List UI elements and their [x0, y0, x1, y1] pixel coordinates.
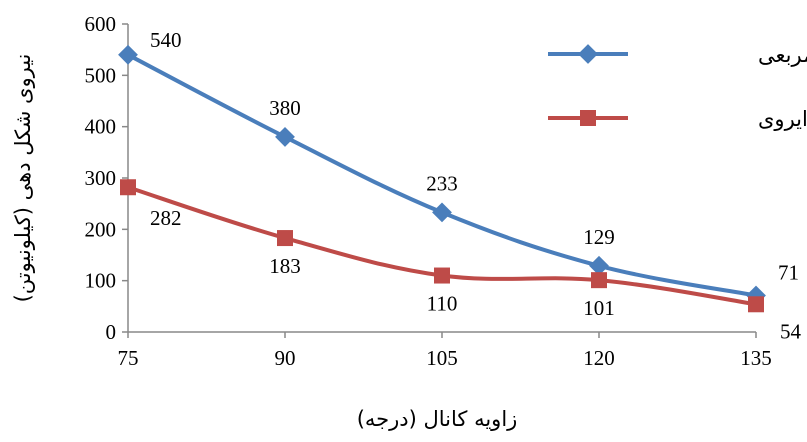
x-tick-label: 90 [275, 346, 296, 370]
series-layer [118, 44, 766, 313]
y-tick-label: 0 [106, 320, 117, 344]
data-label: 282 [150, 206, 182, 230]
data-label: 540 [150, 28, 182, 52]
data-label: 183 [269, 254, 301, 278]
data-point-square [434, 267, 450, 284]
data-point-diamond [432, 202, 452, 223]
y-tick-label: 500 [85, 63, 117, 87]
y-tick-label: 400 [85, 115, 117, 139]
data-point-square [277, 230, 293, 247]
data-point-diamond [118, 44, 138, 65]
data-label: 71 [778, 261, 799, 285]
data-label: 54 [780, 319, 802, 343]
x-tick-label: 120 [583, 346, 615, 370]
y-axis-title: نیروی شکل دهی (کیلونیوتن) [11, 54, 35, 303]
data-label: 110 [427, 292, 458, 316]
axes: 0 100 200 300 400 500 600 75 90 105 120 135 [85, 12, 772, 370]
y-tick-label: 600 [85, 12, 117, 36]
x-tick-label: 105 [426, 346, 458, 370]
legend-marker-square [580, 110, 596, 126]
data-point-diamond [589, 255, 609, 276]
data-label: 129 [583, 225, 615, 249]
x-tick-label: 135 [740, 346, 772, 370]
x-tick-label: 75 [118, 346, 139, 370]
data-point-square [120, 179, 136, 196]
data-labels: 540 380 233 129 71 282 183 110 101 54 [150, 28, 802, 343]
x-axis-title: زاویه کانال (درجه) [357, 407, 518, 431]
legend: مقطع مربعی مقطع دایروی [548, 43, 807, 131]
legend-label-square-section: مقطع مربعی [758, 43, 807, 67]
data-point-diamond [275, 127, 295, 147]
y-tick-label: 300 [85, 166, 117, 190]
data-point-square [591, 272, 607, 289]
y-tick-label: 100 [85, 269, 117, 293]
data-label: 233 [426, 171, 458, 195]
data-label: 101 [583, 296, 615, 320]
data-point-square [748, 296, 764, 313]
data-label: 380 [269, 96, 301, 120]
legend-label-circular-section: مقطع دایروی [758, 107, 807, 131]
y-tick-label: 200 [85, 217, 117, 241]
legend-marker-diamond [578, 44, 598, 64]
